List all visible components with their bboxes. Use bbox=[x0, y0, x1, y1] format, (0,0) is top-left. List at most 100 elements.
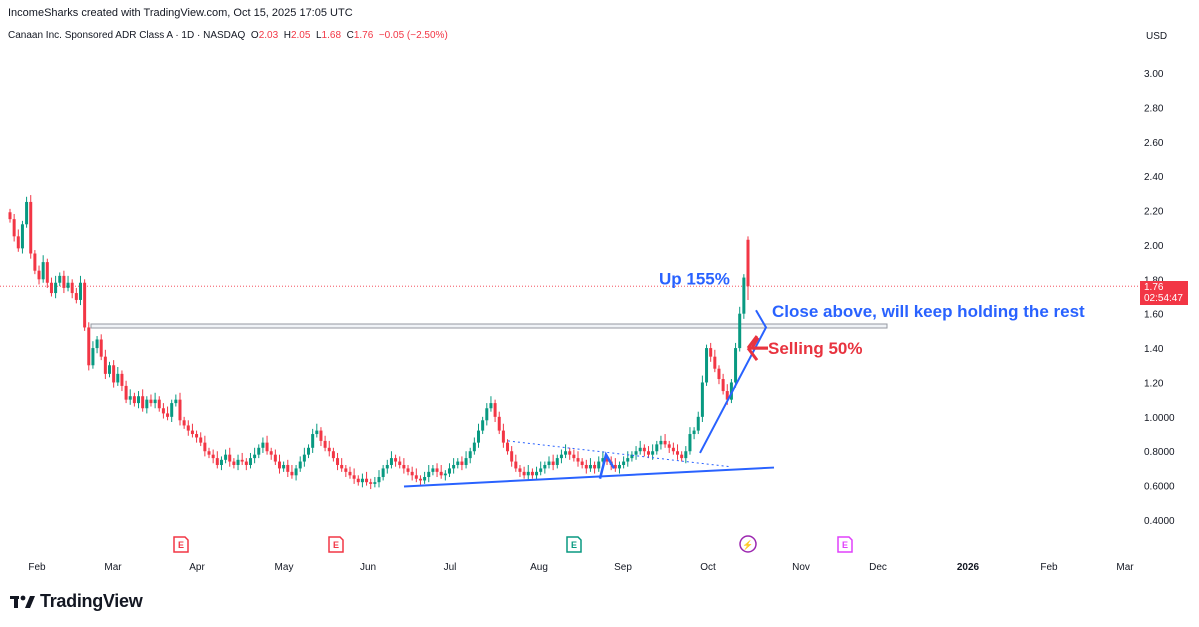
candle-body bbox=[327, 447, 331, 452]
x-tick-label: Mar bbox=[104, 562, 122, 573]
candle-body bbox=[45, 262, 49, 283]
candle-body bbox=[622, 461, 626, 465]
y-tick-label: 2.60 bbox=[1144, 138, 1164, 149]
candle-body bbox=[224, 454, 228, 460]
candle-body bbox=[634, 451, 638, 455]
candle-body bbox=[87, 327, 91, 366]
x-tick-label: Sep bbox=[614, 562, 632, 573]
projection-path bbox=[699, 309, 768, 454]
candle-body bbox=[352, 475, 356, 479]
candle-body bbox=[103, 356, 107, 374]
candle-body bbox=[344, 468, 348, 472]
candle-body bbox=[132, 396, 136, 404]
last-price-value: 1.76 bbox=[1144, 282, 1164, 293]
candle-body bbox=[348, 471, 352, 476]
candle-body bbox=[493, 403, 497, 417]
close-label: C bbox=[346, 30, 354, 41]
candle-body bbox=[186, 425, 190, 431]
trendline-drawings bbox=[403, 309, 775, 488]
y-tick-label: 0.8000 bbox=[1144, 447, 1175, 458]
candle-body bbox=[593, 464, 597, 469]
candle-body bbox=[406, 468, 410, 472]
event-marker-circle bbox=[739, 535, 757, 553]
candle-body bbox=[439, 471, 443, 476]
candle-body bbox=[120, 373, 124, 386]
candle-body bbox=[431, 468, 435, 472]
y-tick-label: 2.80 bbox=[1144, 103, 1164, 114]
candle-body bbox=[290, 471, 294, 476]
candle-body bbox=[518, 468, 522, 472]
tradingview-logo[interactable]: TradingView bbox=[10, 591, 143, 612]
candle-body bbox=[174, 399, 178, 404]
candle-body bbox=[385, 464, 389, 469]
last-price-tag: 1.76 02:54:47 bbox=[1140, 281, 1188, 305]
candle-body bbox=[381, 468, 385, 478]
candle-body bbox=[273, 454, 277, 462]
candle-body bbox=[141, 396, 145, 409]
candle-body bbox=[746, 239, 750, 287]
breakout-arrow bbox=[598, 451, 616, 480]
candle-body bbox=[265, 442, 269, 452]
candle-body bbox=[696, 416, 700, 431]
candle-body bbox=[182, 420, 186, 426]
candle-body bbox=[78, 282, 82, 300]
candle-body bbox=[709, 348, 713, 357]
candle-body bbox=[423, 477, 427, 481]
candle-body bbox=[356, 478, 360, 483]
candle-body bbox=[468, 451, 472, 459]
resistance-zone-box bbox=[90, 323, 888, 329]
y-tick-label: 1.0000 bbox=[1144, 413, 1175, 424]
candle-body bbox=[323, 440, 327, 448]
candle-body bbox=[564, 451, 568, 455]
event-marker-label: E bbox=[571, 540, 577, 550]
candle-body bbox=[137, 396, 141, 404]
x-tick-label: Feb bbox=[28, 562, 46, 573]
change-value: −0.05 (−2.50%) bbox=[378, 30, 448, 41]
candle-body bbox=[261, 442, 265, 448]
candle-body bbox=[211, 454, 215, 459]
candle-body bbox=[485, 408, 489, 421]
candle-body bbox=[298, 461, 302, 469]
annotations: Up 155% Close above, will keep holding th… bbox=[659, 269, 1085, 358]
candle-body bbox=[236, 459, 240, 465]
candle-body bbox=[605, 458, 609, 462]
candle-body bbox=[580, 461, 584, 465]
candle-body bbox=[418, 478, 422, 481]
annotation-close-above: Close above, will keep holding the rest bbox=[772, 302, 1085, 321]
candle-body bbox=[692, 430, 696, 435]
x-axis: Feb Mar Apr May Jun Jul Aug Sep Oct Nov Dec 2026 Feb… bbox=[28, 562, 1134, 573]
candle-body bbox=[572, 454, 576, 459]
candle-body bbox=[369, 482, 373, 484]
candle-body bbox=[717, 368, 721, 380]
candle-body bbox=[514, 461, 518, 469]
tradingview-logo-text: TradingView bbox=[40, 591, 143, 611]
attribution: IncomeSharks created with TradingView.co… bbox=[8, 7, 353, 19]
y-tick-label: 1.40 bbox=[1144, 344, 1164, 355]
candle-body bbox=[497, 416, 501, 431]
candle-body bbox=[543, 464, 547, 469]
candle-body bbox=[58, 275, 62, 283]
candle-body bbox=[108, 365, 112, 374]
candle-body bbox=[66, 282, 70, 288]
symbol-legend: Canaan Inc. Sponsored ADR Class A · 1D ·… bbox=[8, 30, 448, 41]
candle-body bbox=[501, 430, 505, 443]
x-tick-label: Jun bbox=[360, 562, 376, 573]
candle-body bbox=[414, 475, 418, 479]
x-tick-label: Jul bbox=[444, 562, 457, 573]
candle-body bbox=[510, 451, 514, 462]
x-tick-label: Feb bbox=[1040, 562, 1058, 573]
candle-body bbox=[394, 458, 398, 462]
event-marker-label: E bbox=[842, 540, 848, 550]
low-value: 1.68 bbox=[321, 30, 342, 41]
candle-body bbox=[551, 461, 555, 465]
candle-body bbox=[99, 339, 103, 357]
candle-body bbox=[54, 282, 58, 294]
event-marker-shape bbox=[566, 536, 582, 553]
candle-body bbox=[721, 379, 725, 392]
candle-body bbox=[232, 461, 236, 465]
x-tick-label: Apr bbox=[189, 562, 205, 573]
x-tick-label: Aug bbox=[530, 562, 548, 573]
candle-body bbox=[651, 451, 655, 455]
y-tick-label: 2.00 bbox=[1144, 241, 1164, 252]
